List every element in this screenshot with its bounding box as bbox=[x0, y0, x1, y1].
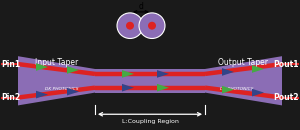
Polygon shape bbox=[252, 89, 264, 96]
Circle shape bbox=[139, 13, 165, 38]
Polygon shape bbox=[157, 84, 169, 92]
Text: DK PHOTONICS: DK PHOTONICS bbox=[220, 87, 254, 91]
Polygon shape bbox=[252, 65, 264, 73]
Polygon shape bbox=[36, 63, 48, 71]
Polygon shape bbox=[157, 70, 169, 78]
Polygon shape bbox=[205, 56, 282, 105]
Polygon shape bbox=[36, 91, 48, 98]
Polygon shape bbox=[222, 68, 234, 76]
Text: L:Coupling Region: L:Coupling Region bbox=[122, 119, 178, 124]
Text: Pout1: Pout1 bbox=[274, 60, 299, 69]
Text: Pout2: Pout2 bbox=[274, 93, 299, 102]
Text: Output Taper: Output Taper bbox=[218, 58, 268, 67]
Text: DK PHOTONICS: DK PHOTONICS bbox=[45, 87, 79, 91]
Polygon shape bbox=[222, 86, 234, 93]
Polygon shape bbox=[122, 84, 134, 92]
Polygon shape bbox=[67, 66, 79, 74]
Polygon shape bbox=[18, 56, 95, 105]
Text: Pin1: Pin1 bbox=[1, 60, 20, 69]
Text: d: d bbox=[139, 2, 143, 11]
Circle shape bbox=[148, 22, 156, 30]
Circle shape bbox=[117, 13, 143, 38]
Polygon shape bbox=[122, 70, 134, 78]
Text: Pin2: Pin2 bbox=[1, 93, 20, 102]
Circle shape bbox=[126, 22, 134, 30]
Text: Input Taper: Input Taper bbox=[35, 58, 79, 67]
Polygon shape bbox=[95, 69, 205, 93]
Polygon shape bbox=[67, 88, 79, 95]
